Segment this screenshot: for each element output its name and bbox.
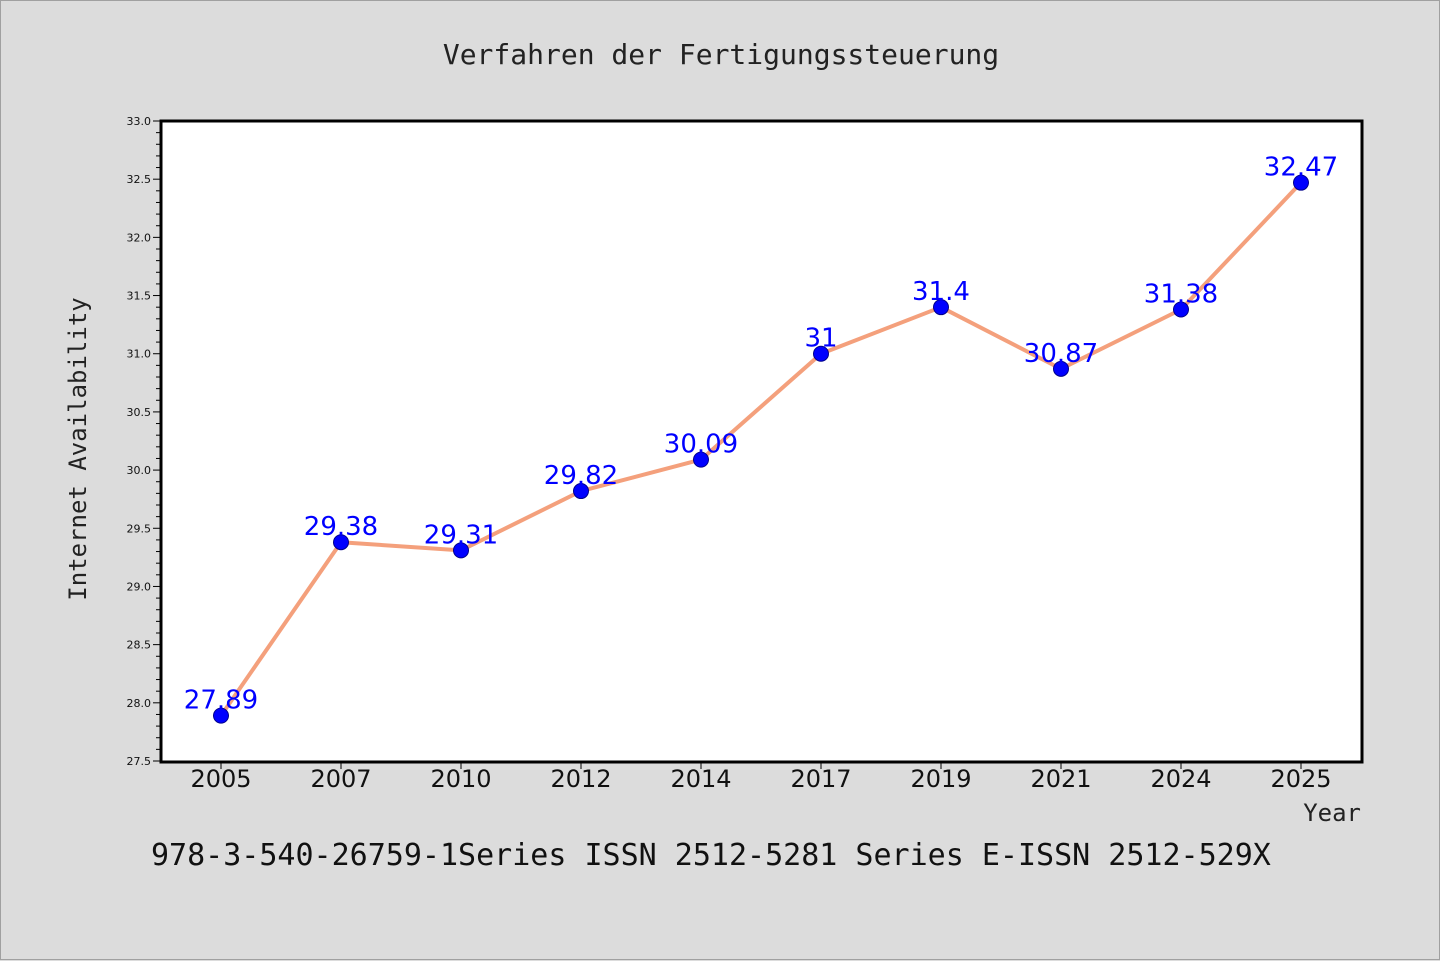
x-tick-label: 2012	[550, 765, 611, 793]
data-label: 29.82	[544, 461, 618, 491]
y-axis-label: Internet Availability	[64, 297, 92, 600]
x-tick-label: 2007	[310, 765, 371, 793]
data-label: 27.89	[184, 686, 258, 716]
data-point	[933, 299, 949, 316]
data-point	[1293, 174, 1309, 191]
y-tick-label: 30.5	[127, 406, 152, 419]
x-tick-label: 2019	[910, 765, 971, 793]
data-point	[693, 451, 709, 468]
data-label: 29.31	[424, 520, 498, 550]
plot-border	[159, 119, 1364, 764]
y-tick-label: 30.0	[127, 464, 152, 477]
chart-title: Verfahren der Fertigungssteuerung	[443, 38, 999, 71]
data-label: 32.47	[1264, 153, 1338, 183]
x-tick-label: 2014	[670, 765, 731, 793]
data-point	[453, 542, 469, 559]
x-axis-label: Year	[1303, 799, 1361, 827]
data-point	[213, 707, 229, 724]
footer-isbn-text: 978-3-540-26759-1Series ISSN 2512-5281 S…	[151, 838, 1271, 873]
x-tick-label: 2010	[430, 765, 491, 793]
y-tick-label: 32.0	[127, 231, 152, 244]
data-label: 30.09	[664, 430, 738, 460]
y-tick-label: 31.0	[127, 348, 152, 361]
data-point	[1053, 360, 1069, 377]
series-line-group	[219, 180, 1303, 718]
x-tick-label: 2017	[790, 765, 851, 793]
x-tick-label: 2021	[1030, 765, 1091, 793]
data-point	[333, 534, 349, 551]
y-tick-label: 27.5	[127, 755, 152, 768]
data-label: 30.87	[1024, 339, 1098, 369]
x-axis: 2005 2007 2010 2012 2014 2017 2019 2021 2024 2025	[190, 761, 1332, 793]
data-point	[1173, 301, 1189, 318]
series-line	[219, 180, 1303, 718]
plot-area	[161, 121, 1362, 762]
data-label: 31.38	[1144, 280, 1218, 310]
y-axis: 27.5 28.0 28.5 29.0 29.5 30.0 30.5 31.0 31.5 32.0…	[127, 115, 161, 768]
y-tick-label: 28.5	[127, 639, 152, 652]
x-tick-label: 2024	[1150, 765, 1211, 793]
y-tick-label: 31.5	[127, 290, 152, 303]
y-tick-label: 28.0	[127, 697, 152, 710]
marker-group	[213, 174, 1309, 724]
data-label: 31	[804, 324, 837, 354]
y-tick-label: 32.5	[127, 173, 152, 186]
y-tick-label: 29.5	[127, 522, 152, 535]
y-tick-label: 29.0	[127, 580, 152, 593]
data-point	[813, 345, 829, 362]
data-label: 31.4	[912, 277, 970, 307]
y-tick-label: 33.0	[127, 115, 152, 128]
data-label-group: 27.89 29.38 29.31 29.82 30.09 31 31.4 30.87 31.3…	[184, 153, 1338, 716]
data-label: 29.38	[304, 512, 378, 542]
data-point	[573, 483, 589, 500]
x-tick-label: 2005	[190, 765, 251, 793]
x-tick-label: 2025	[1270, 765, 1331, 793]
